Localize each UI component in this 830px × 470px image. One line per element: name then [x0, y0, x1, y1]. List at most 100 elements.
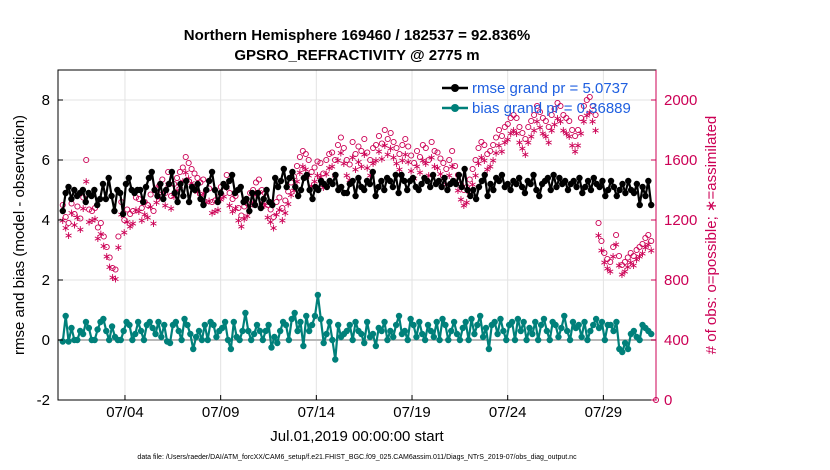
- obs-assimilated-point: ∗: [243, 210, 252, 223]
- series-point-bias: [219, 324, 226, 332]
- obs-assimilated-point: ∗: [576, 127, 585, 140]
- obs-assimilated-point: ∗: [278, 214, 287, 227]
- series-point-rmse: [504, 180, 511, 188]
- obs-assimilated-point: ∗: [368, 157, 377, 170]
- obs-assimilated-point: ∗: [530, 124, 539, 137]
- series-point-bias: [166, 339, 174, 347]
- obs-possible-point: [472, 156, 479, 164]
- series-point-rmse: [177, 180, 184, 188]
- series-point-rmse: [564, 186, 572, 194]
- obs-possible-point: [607, 258, 614, 266]
- series-point-rmse: [610, 183, 618, 191]
- series-point-bias: [91, 336, 98, 344]
- obs-possible-point: [601, 249, 608, 257]
- obs-assimilated-point: ∗: [82, 175, 91, 188]
- series-point-rmse: [274, 183, 282, 191]
- series-point-bias: [445, 336, 452, 344]
- obs-assimilated-point: ∗: [231, 202, 240, 215]
- series-point-bias: [305, 327, 313, 335]
- series-point-rmse: [521, 189, 529, 197]
- obs-assimilated-point: ∗: [325, 162, 334, 175]
- series-point-rmse: [573, 183, 580, 191]
- obs-assimilated-point: ∗: [64, 229, 73, 242]
- data-file-footnote: data file: /Users/raeder/DAI/ATM_forcXX/…: [137, 454, 577, 461]
- x-axis-label: Jul.01,2019 00:00:00 start: [270, 428, 444, 445]
- obs-assimilated-point: ∗: [623, 261, 632, 274]
- obs-assimilated-point: ∗: [483, 163, 492, 176]
- series-point-rmse: [484, 192, 491, 200]
- obs-assimilated-point: ∗: [272, 208, 281, 221]
- obs-possible-point: [121, 216, 128, 224]
- series-point-bias: [172, 318, 180, 326]
- obs-possible-point: [551, 105, 558, 113]
- obs-possible-point: [516, 123, 523, 131]
- obs-possible-point: [390, 138, 397, 146]
- obs-possible-point: [428, 138, 435, 146]
- series-point-bias: [85, 324, 93, 332]
- series-point-rmse: [418, 180, 425, 188]
- obs-possible-point: [431, 147, 438, 155]
- series-point-bias: [242, 309, 249, 317]
- obs-assimilated-point: ∗: [205, 195, 214, 208]
- series-point-bias: [482, 324, 490, 332]
- series-point-bias: [132, 330, 139, 338]
- series-point-bias: [436, 336, 443, 344]
- obs-assimilated-point: ∗: [524, 136, 533, 149]
- obs-possible-point: [425, 156, 432, 164]
- x-tick-label: 07/29: [585, 404, 623, 421]
- legend-marker-bias: [451, 104, 459, 112]
- obs-assimilated-point: ∗: [234, 214, 243, 227]
- series-point-bias: [595, 324, 603, 332]
- series-point-bias: [349, 336, 356, 344]
- obs-assimilated-point: ∗: [76, 223, 85, 236]
- series-point-bias: [459, 324, 467, 332]
- obs-assimilated-point: ∗: [570, 145, 579, 158]
- series-point-bias: [250, 330, 258, 338]
- obs-possible-point: [279, 204, 286, 212]
- series-point-bias: [178, 336, 185, 344]
- series-point-bias: [424, 321, 432, 329]
- series-point-rmse: [283, 183, 290, 191]
- obs-assimilated-point: ∗: [61, 222, 70, 235]
- obs-assimilated-point: ∗: [166, 202, 175, 215]
- obs-possible-point: [478, 138, 485, 146]
- obs-possible-point: [490, 141, 497, 149]
- obs-possible-point: [399, 141, 406, 149]
- series-point-bias: [526, 324, 533, 332]
- obs-assimilated-point: ∗: [559, 124, 568, 137]
- series-point-bias: [149, 324, 156, 332]
- y-tick-label: 4: [42, 212, 50, 229]
- series-point-rmse: [599, 177, 606, 185]
- obs-assimilated-point: ∗: [541, 130, 550, 143]
- obs-assimilated-point: ∗: [486, 160, 495, 173]
- obs-assimilated-point: ∗: [606, 265, 615, 278]
- obs-possible-point: [536, 108, 544, 116]
- series-point-rmse: [237, 183, 244, 191]
- legend-marker-rmse: [451, 84, 459, 92]
- series-point-bias: [503, 336, 510, 344]
- obs-possible-point: [408, 152, 415, 159]
- series-point-rmse: [409, 174, 417, 182]
- obs-possible-point: [589, 102, 596, 110]
- obs-assimilated-point: ∗: [181, 166, 190, 179]
- series-point-bias: [363, 318, 371, 326]
- obs-assimilated-point: ∗: [474, 157, 483, 170]
- series-point-bias: [300, 342, 307, 350]
- series-point-rmse: [622, 189, 629, 197]
- series-point-bias: [204, 336, 211, 344]
- series-point-bias: [523, 336, 530, 344]
- obs-possible-point: [621, 258, 628, 266]
- obs-assimilated-point: ∗: [289, 184, 298, 197]
- series-point-rmse: [429, 171, 437, 179]
- series-point-bias: [311, 312, 319, 320]
- obs-assimilated-point: ∗: [371, 154, 380, 167]
- obs-possible-point: [173, 174, 181, 182]
- series-point-rmse: [604, 186, 612, 194]
- series-point-rmse: [602, 192, 609, 200]
- series-point-rmse: [338, 183, 345, 191]
- series-point-bias: [537, 321, 545, 329]
- obs-assimilated-point: ∗: [210, 205, 219, 218]
- obs-assimilated-point: ∗: [453, 184, 462, 197]
- series-point-rmse: [498, 171, 506, 179]
- series-point-rmse: [518, 183, 526, 191]
